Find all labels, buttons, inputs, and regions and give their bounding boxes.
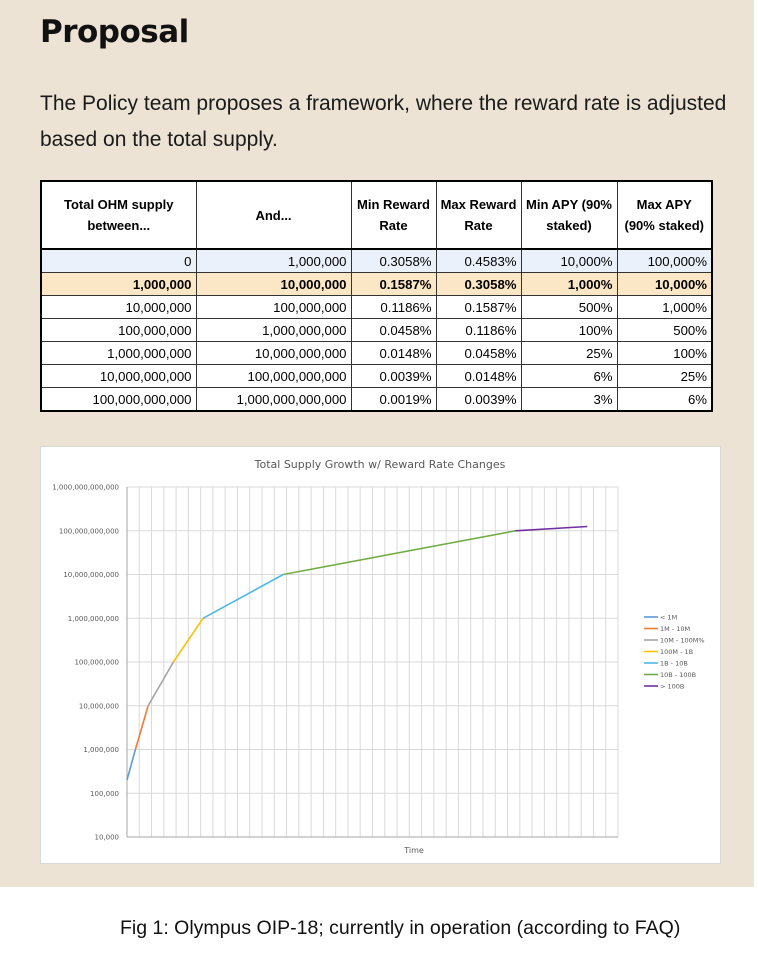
table-cell: 3% [520,387,618,412]
table-cell: 100% [520,318,618,342]
table-cell: 0.0458% [435,341,522,365]
table-cell: 6% [616,387,713,412]
table-cell: 25% [616,364,713,388]
reward-rate-table: Total OHM supply between... And... Min R… [40,180,713,412]
table-cell: 0.3058% [350,248,437,273]
table-cell: 0.0148% [350,341,437,365]
table-row: 1,000,000,000 10,000,000,000 0.0148% 0.0458… [40,341,713,365]
table-row: 10,000,000,000 100,000,000,000 0.0039% 0.01… [40,364,713,388]
legend-entry: 1B - 10B [660,659,688,667]
table-cell: 6% [520,364,618,388]
table-cell: 0 [40,248,197,273]
header-min-reward-rate: Min Reward Rate [350,180,437,250]
table-cell: 0.0039% [435,387,522,412]
x-axis-label: Time [403,846,424,855]
legend-entry: < 1M [660,613,677,621]
table-cell: 1,000% [520,272,618,296]
table-cell: 100,000,000,000 [40,387,197,412]
table-body: 0 1,000,000 0.3058% 0.4583% 10,000% 100,000% 1… [40,248,713,412]
supply-growth-chart: Total Supply Growth w/ Reward Rate Chang… [40,446,721,864]
intro-paragraph: The Policy team proposes a framework, wh… [40,92,727,151]
table-cell: 0.1587% [435,295,522,319]
table-cell: 1,000% [616,295,713,319]
y-tick-label: 100,000 [90,790,119,798]
table-cell: 10,000% [520,248,618,273]
series-line-1 [134,705,149,750]
table-cell: 10,000% [616,272,713,296]
table-cell: 10,000,000,000 [40,364,197,388]
legend-entry: 1M - 10M [660,625,690,633]
table-cell: 1,000,000 [40,272,197,296]
table-cell: 10,000,000,000 [195,341,352,365]
chart-svg: Total Supply Growth w/ Reward Rate Chang… [52,458,705,855]
table-cell: 25% [520,341,618,365]
table-cell: 10,000,000 [40,295,197,319]
table-cell: 500% [520,295,618,319]
y-tick-label: 100,000,000,000 [59,527,119,535]
header-max-apy: Max APY (90% staked) [616,180,713,250]
legend-entry: > 100B [660,682,684,690]
table-cell: 100% [616,341,713,365]
table-cell: 0.1587% [350,272,437,296]
y-tick-label: 10,000,000 [79,702,119,710]
y-tick-label: 1,000,000,000 [68,615,119,623]
chart-title: Total Supply Growth w/ Reward Rate Chang… [254,458,506,471]
y-tick-label: 10,000,000,000 [63,571,119,579]
header-and: And... [195,180,352,250]
table-cell: 0.0458% [350,318,437,342]
table-cell: 100,000,000 [195,295,352,319]
table-cell: 10,000,000 [195,272,352,296]
table-cell: 0.1186% [435,318,522,342]
series-line-2 [147,661,175,707]
y-tick-label: 100,000,000 [74,659,119,667]
header-min-apy: Min APY (90% staked) [520,180,618,250]
table-cell: 1,000,000,000 [195,318,352,342]
series-line-0 [126,749,137,781]
table-cell: 500% [616,318,713,342]
y-tick-label: 1,000,000 [83,746,119,754]
table-cell: 0.0039% [350,364,437,388]
table-cell: 1,000,000,000 [40,341,197,365]
series-line-3 [172,617,204,663]
series-line-5 [283,530,516,576]
table-cell: 0.3058% [435,272,522,296]
table-cell: 0.0148% [435,364,522,388]
table-row: 100,000,000,000 1,000,000,000,000 0.0019% 0… [40,387,713,412]
table-cell: 100,000,000,000 [195,364,352,388]
table-cell: 0.4583% [435,248,522,273]
y-tick-label: 10,000 [95,834,120,842]
header-total-supply: Total OHM supply between... [40,180,197,250]
legend-entry: 10M - 100M% [660,636,705,644]
series-line-6 [515,525,588,532]
table-row: 1,000,000 10,000,000 0.1587% 0.3058% 1,000% 1… [40,272,713,296]
proposal-panel: Proposal The Policy team proposes a fram… [0,0,754,887]
table-cell: 100,000,000 [40,318,197,342]
table-cell: 1,000,000 [195,248,352,273]
legend-entry: 10B - 100B [660,671,696,679]
y-tick-label: 1,000,000,000,000 [52,484,119,492]
table-cell: 0.1186% [350,295,437,319]
table-cell: 1,000,000,000,000 [195,387,352,412]
table-row: 100,000,000 1,000,000,000 0.0458% 0.1186% 10… [40,318,713,342]
table-row: 10,000,000 100,000,000 0.1186% 0.1587% 500% 1… [40,295,713,319]
series-line-4 [202,573,284,620]
table-cell: 0.0019% [350,387,437,412]
figure-caption: Fig 1: Olympus OIP-18; currently in oper… [120,917,681,939]
header-max-reward-rate: Max Reward Rate [435,180,522,250]
legend-entry: 100M - 1B [660,648,693,656]
table-row: 0 1,000,000 0.3058% 0.4583% 10,000% 100,000% [40,248,713,273]
section-heading: Proposal [40,14,189,50]
table-cell: 100,000% [616,248,713,273]
